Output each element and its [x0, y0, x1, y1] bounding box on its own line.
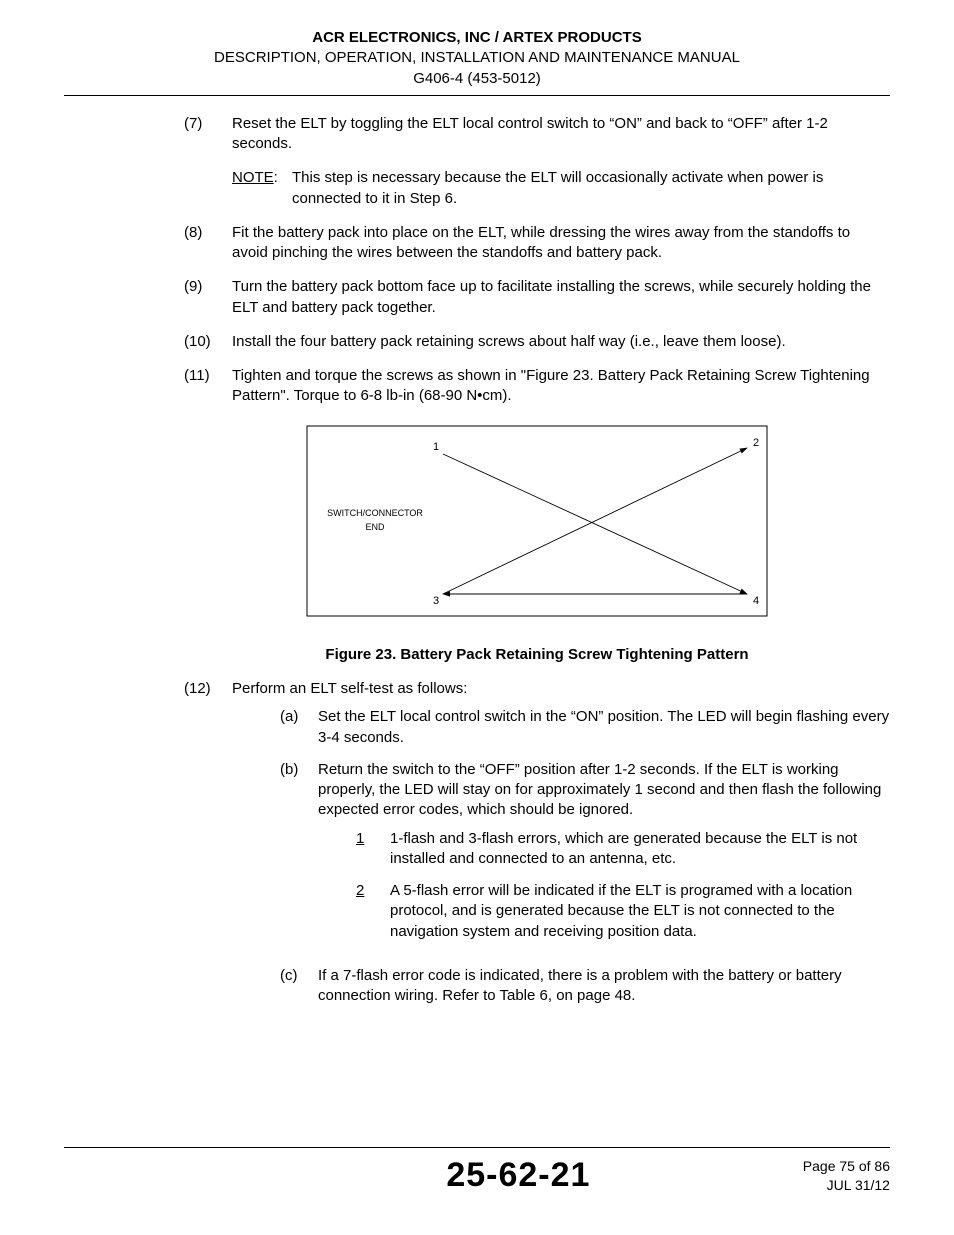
page: ACR ELECTRONICS, INC / ARTEX PRODUCTS DE…: [0, 0, 954, 1235]
step-11: (11) Tighten and torque the screws as sh…: [184, 366, 890, 407]
svg-text:4: 4: [753, 595, 759, 607]
note-text: This step is necessary because the ELT w…: [292, 168, 890, 209]
step-number: (11): [184, 366, 232, 407]
content-area: (7) Reset the ELT by toggling the ELT lo…: [64, 114, 890, 1019]
step-7-note: NOTE: This step is necessary because the…: [232, 168, 890, 209]
step-text: Install the four battery pack retaining …: [232, 332, 890, 352]
revision-date: JUL 31/12: [803, 1176, 890, 1194]
svg-text:SWITCH/CONNECTOR: SWITCH/CONNECTOR: [327, 508, 423, 518]
svg-text:3: 3: [433, 595, 439, 607]
footer-rule: [64, 1147, 890, 1148]
subsub-text: 1-flash and 3-flash errors, which are ge…: [390, 829, 890, 870]
subsub-text: A 5-flash error will be indicated if the…: [390, 881, 890, 942]
footer-row: 25-62-21 Page 75 of 86 JUL 31/12: [64, 1156, 890, 1195]
step-text: Perform an ELT self-test as follows: (a)…: [232, 679, 890, 1018]
step-9: (9) Turn the battery pack bottom face up…: [184, 277, 890, 318]
note-label: NOTE:: [232, 168, 292, 209]
page-header: ACR ELECTRONICS, INC / ARTEX PRODUCTS DE…: [64, 28, 890, 89]
step-number: (7): [184, 114, 232, 155]
step-number: (12): [184, 679, 232, 1018]
step-12a: (a) Set the ELT local control switch in …: [280, 707, 890, 748]
step-number: (8): [184, 223, 232, 264]
section-number: 25-62-21: [276, 1156, 590, 1195]
svg-text:2: 2: [753, 437, 759, 449]
page-footer: 25-62-21 Page 75 of 86 JUL 31/12: [64, 1147, 890, 1195]
subsub-number: 2: [356, 881, 390, 942]
svg-text:1: 1: [433, 441, 439, 453]
substep-letter: (c): [280, 966, 318, 1007]
substep-text: Return the switch to the “OFF” position …: [318, 760, 890, 954]
substep-letter: (a): [280, 707, 318, 748]
substep-letter: (b): [280, 760, 318, 954]
step-text: Tighten and torque the screws as shown i…: [232, 366, 890, 407]
step-12b: (b) Return the switch to the “OFF” posit…: [280, 760, 890, 954]
figure-23-svg: SWITCH/CONNECTOR END 1 2 3 4: [302, 421, 772, 621]
manual-title: DESCRIPTION, OPERATION, INSTALLATION AND…: [64, 48, 890, 68]
header-rule: [64, 95, 890, 96]
company-name: ACR ELECTRONICS, INC / ARTEX PRODUCTS: [64, 28, 890, 48]
step-12b-2: 2 A 5-flash error will be indicated if t…: [356, 881, 890, 942]
step-7: (7) Reset the ELT by toggling the ELT lo…: [184, 114, 890, 155]
step-8: (8) Fit the battery pack into place on t…: [184, 223, 890, 264]
subsub-number: 1: [356, 829, 390, 870]
svg-text:END: END: [365, 522, 385, 532]
substep-text: If a 7-flash error code is indicated, th…: [318, 966, 890, 1007]
step-text: Fit the battery pack into place on the E…: [232, 223, 890, 264]
substep-text: Set the ELT local control switch in the …: [318, 707, 890, 748]
step-text: Turn the battery pack bottom face up to …: [232, 277, 890, 318]
step-number: (9): [184, 277, 232, 318]
step-12c: (c) If a 7-flash error code is indicated…: [280, 966, 890, 1007]
footer-right: Page 75 of 86 JUL 31/12: [803, 1157, 890, 1193]
step-10: (10) Install the four battery pack retai…: [184, 332, 890, 352]
model-number: G406-4 (453-5012): [64, 69, 890, 89]
page-number: Page 75 of 86: [803, 1157, 890, 1175]
step-text: Reset the ELT by toggling the ELT local …: [232, 114, 890, 155]
figure-23-caption: Figure 23. Battery Pack Retaining Screw …: [184, 645, 890, 665]
step-12: (12) Perform an ELT self-test as follows…: [184, 679, 890, 1018]
step-12b-1: 1 1-flash and 3-flash errors, which are …: [356, 829, 890, 870]
figure-23: SWITCH/CONNECTOR END 1 2 3 4: [184, 421, 890, 627]
step-number: (10): [184, 332, 232, 352]
